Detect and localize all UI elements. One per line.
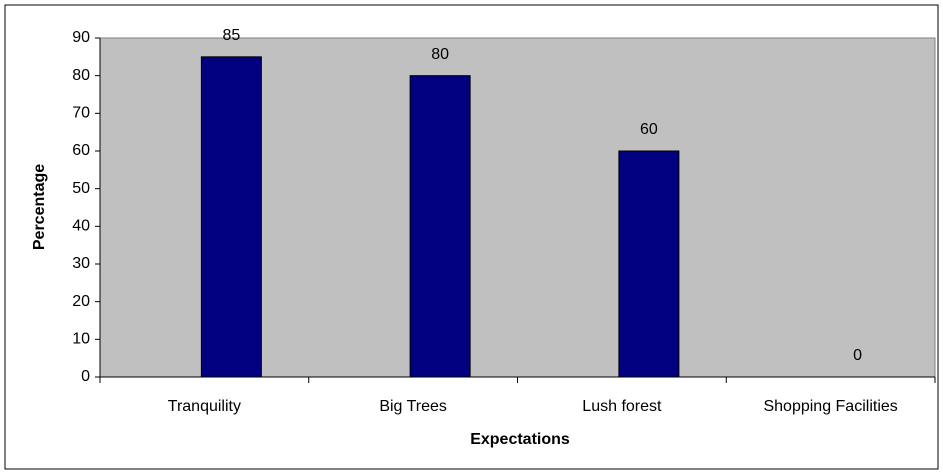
y-tick-label: 20 xyxy=(72,293,90,310)
y-tick-label: 60 xyxy=(72,142,90,159)
y-tick-label: 10 xyxy=(72,331,90,348)
y-tick-label: 90 xyxy=(72,29,90,46)
data-label: 80 xyxy=(431,46,449,63)
y-tick-label: 70 xyxy=(72,105,90,122)
y-tick-label: 40 xyxy=(72,218,90,235)
bar xyxy=(200,56,262,378)
x-tick-label: Big Trees xyxy=(379,398,447,415)
data-label: 0 xyxy=(853,347,862,364)
y-tick-label: 50 xyxy=(72,180,90,197)
x-tick-label: Tranquility xyxy=(168,398,241,415)
bar xyxy=(618,150,680,378)
data-label: 60 xyxy=(640,121,658,138)
y-tick-label: 0 xyxy=(81,368,90,385)
x-tick-label: Lush forest xyxy=(582,398,662,415)
bar xyxy=(409,75,471,378)
y-tick-label: 80 xyxy=(72,67,90,84)
y-axis-label: Percentage xyxy=(31,164,48,250)
x-axis-label: Expectations xyxy=(470,431,570,448)
x-tick-label: Shopping Facilities xyxy=(763,398,897,415)
data-label: 85 xyxy=(222,27,240,44)
y-tick-label: 30 xyxy=(72,255,90,272)
